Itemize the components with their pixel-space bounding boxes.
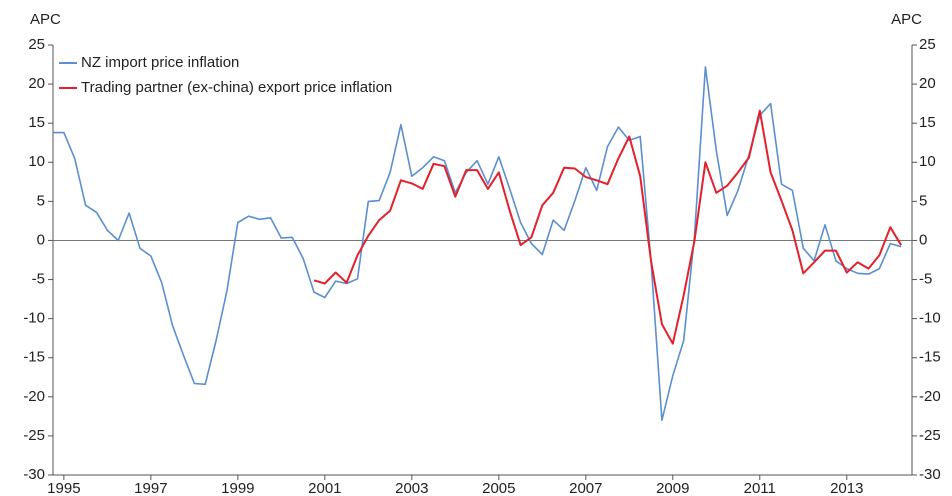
- y-tick-label: -20: [23, 388, 45, 405]
- y-axis-label: APC: [30, 11, 61, 28]
- y-tick-label: 10: [28, 153, 45, 170]
- y2-axis-label: APC: [891, 11, 922, 28]
- y-tick-label: -15: [23, 349, 45, 366]
- y-tick-label: -10: [23, 310, 45, 327]
- y-tick-label: -30: [23, 466, 45, 483]
- y2-tick-label: -5: [919, 271, 932, 288]
- x-tick-label: 2013: [830, 480, 863, 496]
- y-tick-label: 0: [37, 231, 45, 248]
- series-line: [53, 66, 902, 422]
- y2-tick-label: -20: [919, 388, 941, 405]
- y-tick-label: 25: [28, 36, 45, 53]
- y2-tick-label: 25: [919, 36, 936, 53]
- y2-tick-label: -30: [919, 466, 941, 483]
- x-tick-label: 2007: [569, 480, 602, 496]
- legend-label: Trading partner (ex-china) export price …: [81, 79, 392, 96]
- x-tick-label: 2005: [482, 480, 515, 496]
- y2-tick-label: 20: [919, 75, 936, 92]
- y2-tick-label: 5: [919, 192, 927, 209]
- y-tick-label: 5: [37, 192, 45, 209]
- y-tick-label: -25: [23, 427, 45, 444]
- y-tick-label: 15: [28, 114, 45, 131]
- series-line: [313, 109, 902, 345]
- x-tick-label: 1997: [134, 480, 167, 496]
- y2-tick-label: -15: [919, 349, 941, 366]
- y2-tick-label: 10: [919, 153, 936, 170]
- x-tick-label: 2003: [395, 480, 428, 496]
- y2-tick-label: 0: [919, 231, 927, 248]
- x-tick-label: 2009: [656, 480, 689, 496]
- x-tick-label: 1999: [221, 480, 254, 496]
- y2-tick-label: -10: [919, 310, 941, 327]
- y2-tick-label: -25: [919, 427, 941, 444]
- y-tick-label: -5: [32, 271, 45, 288]
- x-tick-label: 2011: [744, 480, 776, 496]
- y-tick-label: 20: [28, 75, 45, 92]
- y2-tick-label: 15: [919, 114, 936, 131]
- x-tick-label: 2001: [308, 480, 341, 496]
- legend-label: NZ import price inflation: [81, 54, 239, 71]
- x-tick-label: 1995: [47, 480, 80, 496]
